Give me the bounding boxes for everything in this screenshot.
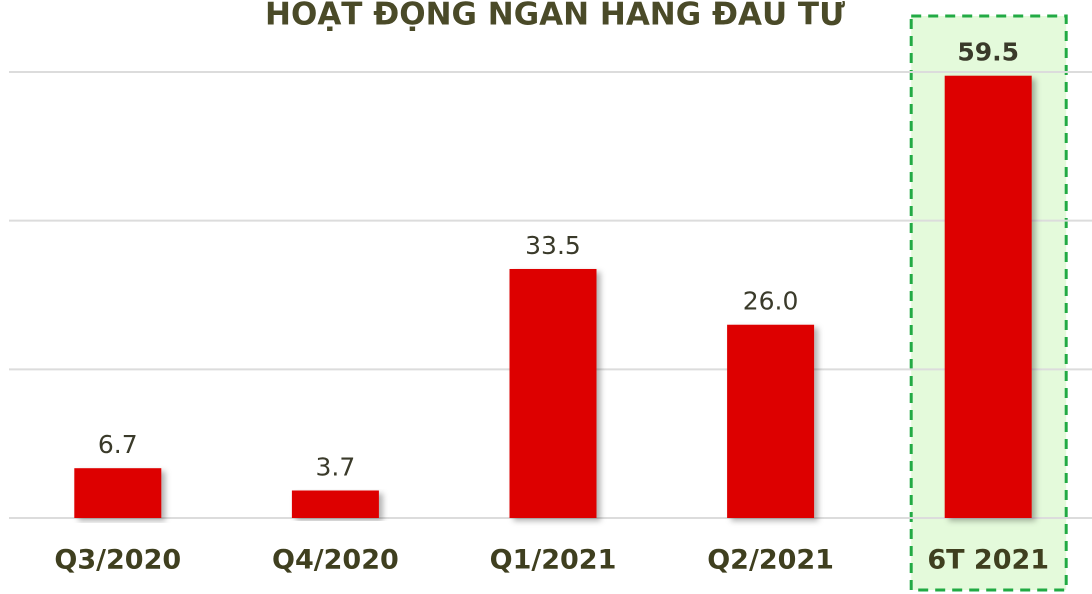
- x-tick-label: Q4/2020: [272, 545, 399, 576]
- value-label: 59.5: [957, 38, 1019, 67]
- x-tick-label: Q3/2020: [54, 545, 181, 576]
- x-tick-label: 6T 2021: [927, 545, 1049, 576]
- x-tick-label: Q1/2021: [490, 545, 617, 576]
- bar: [291, 490, 379, 518]
- bar: [944, 75, 1032, 518]
- bar: [727, 324, 815, 518]
- bar: [509, 268, 597, 518]
- value-label: 26.0: [743, 287, 799, 316]
- bar: [74, 468, 162, 518]
- value-label: 3.7: [316, 452, 356, 481]
- x-tick-label: Q2/2021: [707, 545, 834, 576]
- value-label: 33.5: [525, 231, 581, 260]
- chart-title: HOẠT ĐỘNG NGÂN HÀNG ĐẦU TƯ: [265, 0, 845, 33]
- value-label: 6.7: [98, 430, 138, 459]
